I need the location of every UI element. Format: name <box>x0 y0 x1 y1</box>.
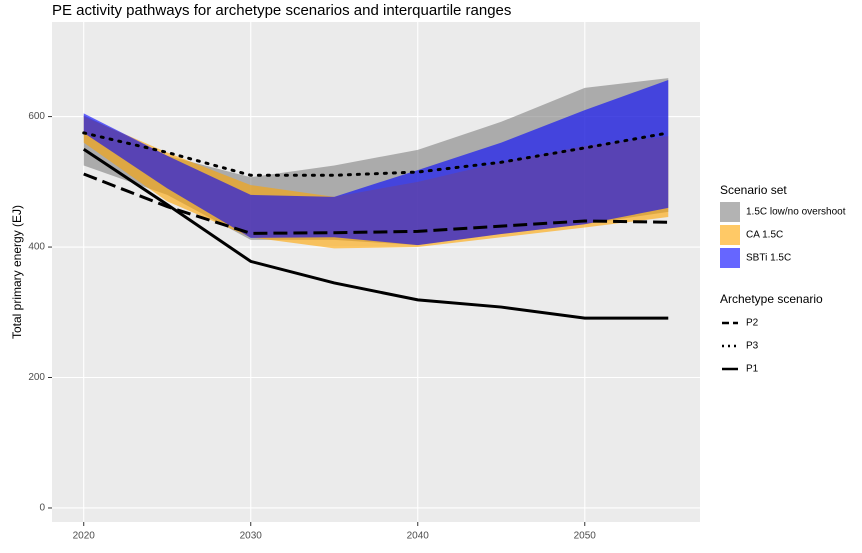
legend-label: CA 1.5C <box>746 230 783 241</box>
legend-label: SBTi 1.5C <box>746 253 791 264</box>
legend-key <box>720 248 740 268</box>
x-tick-label: 2050 <box>574 531 597 542</box>
x-tick-label: 2020 <box>73 531 96 542</box>
y-axis-title: Total primary energy (EJ) <box>10 205 24 339</box>
legend-key <box>720 202 740 222</box>
legend-label: P2 <box>746 318 759 329</box>
y-tick-label: 600 <box>28 111 45 122</box>
legend-title: Archetype scenario <box>720 292 823 306</box>
y-tick-label: 400 <box>28 242 45 253</box>
line <box>82 147 669 320</box>
band <box>83 80 669 246</box>
legend-label: P1 <box>746 364 759 375</box>
y-tick-label: 200 <box>28 372 45 383</box>
legend-label: 1.5C low/no overshoot <box>746 207 846 218</box>
legend-title: Scenario set <box>720 183 787 197</box>
line <box>82 131 670 177</box>
chart-title: PE activity pathways for archetype scena… <box>52 2 511 19</box>
y-tick-label: 0 <box>39 503 45 514</box>
x-tick-label: 2040 <box>407 531 430 542</box>
line <box>83 172 669 235</box>
x-tick-label: 2030 <box>240 531 263 542</box>
legend-label: P3 <box>746 341 759 352</box>
legend-key <box>720 225 740 245</box>
